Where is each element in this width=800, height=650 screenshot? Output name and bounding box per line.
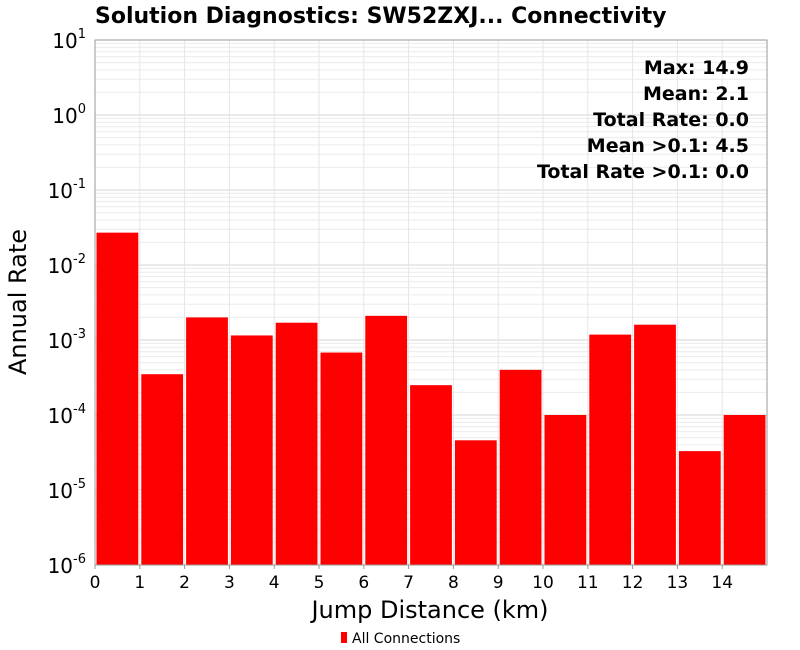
x-tick-label: 12 [622, 573, 644, 593]
plot-border [94, 39, 768, 566]
x-tick-label: 0 [90, 573, 101, 593]
x-tick-label: 3 [224, 573, 235, 593]
x-tick-label: 10 [532, 573, 554, 593]
x-axis-ticks: 0 1 2 3 4 5 6 7 8 9 10 11 12 13 14 [90, 565, 733, 593]
x-tick-label: 1 [134, 573, 145, 593]
stat-line: Max: 14.9 [644, 57, 749, 79]
y-tick-label: 10-2 [48, 252, 86, 278]
x-axis-label: Jump Distance (km) [309, 596, 548, 624]
bar [589, 334, 632, 565]
x-tick-label: 5 [314, 573, 325, 593]
bar [96, 232, 139, 566]
bar [454, 440, 497, 565]
bar [723, 415, 766, 565]
bar [365, 315, 408, 565]
x-tick-label: 11 [577, 573, 599, 593]
bar [678, 451, 721, 565]
stat-line: Mean >0.1: 4.5 [587, 135, 749, 157]
y-tick-label: 10-3 [48, 327, 86, 353]
chart-title: Solution Diagnostics: SW52ZXJ... Connect… [95, 4, 666, 29]
stat-line: Total Rate: 0.0 [593, 109, 749, 131]
legend: All Connections [341, 631, 460, 647]
x-tick-label: 6 [358, 573, 369, 593]
x-tick-label: 4 [269, 573, 280, 593]
bar [320, 352, 363, 565]
y-tick-label: 10-1 [48, 177, 86, 203]
x-tick-label: 14 [711, 573, 733, 593]
bar [230, 335, 273, 565]
legend-swatch [341, 632, 347, 643]
stats-box: Max: 14.9 Mean: 2.1 Total Rate: 0.0 Mean >0… [537, 57, 749, 183]
bar [186, 317, 228, 565]
bar [499, 369, 542, 565]
bar [544, 415, 587, 565]
bar [410, 385, 452, 565]
bar [634, 324, 676, 565]
stat-line: Total Rate >0.1: 0.0 [537, 161, 749, 183]
y-tick-label: 100 [52, 102, 86, 128]
x-tick-label: 9 [493, 573, 504, 593]
bars [96, 232, 766, 566]
x-tick-label: 2 [179, 573, 190, 593]
bar [141, 374, 184, 565]
x-tick-label: 13 [667, 573, 689, 593]
y-tick-label: 10-6 [48, 552, 86, 578]
x-tick-label: 8 [448, 573, 459, 593]
y-axis-ticks: 10-6 10-5 10-4 10-3 10-2 10-1 100 101 [48, 27, 86, 578]
bar [275, 322, 318, 565]
y-tick-label: 101 [52, 27, 86, 53]
y-tick-label: 10-5 [48, 477, 86, 503]
y-tick-label: 10-4 [48, 402, 86, 428]
legend-label: All Connections [352, 631, 460, 647]
x-tick-label: 7 [403, 573, 414, 593]
y-axis-label: Annual Rate [4, 229, 32, 375]
stat-line: Mean: 2.1 [643, 83, 749, 105]
